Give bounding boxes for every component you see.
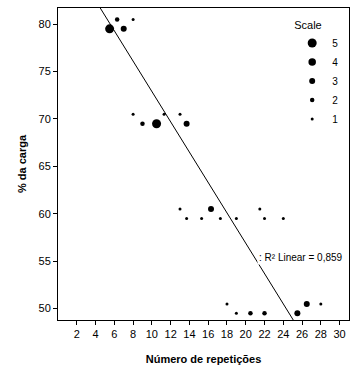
svg-text:18: 18 <box>221 328 233 340</box>
svg-text:: R² Linear = 0,859: : R² Linear = 0,859 <box>259 252 343 263</box>
svg-text:2: 2 <box>332 95 338 106</box>
svg-text:80: 80 <box>39 18 51 30</box>
svg-text:3: 3 <box>332 76 338 87</box>
svg-text:4: 4 <box>332 57 338 68</box>
svg-text:4: 4 <box>92 328 98 340</box>
svg-text:2: 2 <box>74 328 80 340</box>
svg-text:10: 10 <box>146 328 158 340</box>
svg-text:22: 22 <box>258 328 270 340</box>
svg-text:30: 30 <box>333 328 345 340</box>
svg-text:8: 8 <box>130 328 136 340</box>
svg-text:% da carga: % da carga <box>16 134 28 193</box>
svg-text:Scale: Scale <box>294 19 322 31</box>
svg-text:6: 6 <box>111 328 117 340</box>
svg-text:60: 60 <box>39 208 51 220</box>
svg-text:Número de repetições: Número de repetições <box>146 353 262 365</box>
svg-text:55: 55 <box>39 255 51 267</box>
svg-text:5: 5 <box>332 38 338 49</box>
svg-text:26: 26 <box>296 328 308 340</box>
svg-text:16: 16 <box>202 328 214 340</box>
svg-text:70: 70 <box>39 113 51 125</box>
svg-text:65: 65 <box>39 160 51 172</box>
svg-text:75: 75 <box>39 65 51 77</box>
svg-text:28: 28 <box>315 328 327 340</box>
svg-text:50: 50 <box>39 302 51 314</box>
svg-text:24: 24 <box>277 328 289 340</box>
svg-text:14: 14 <box>183 328 195 340</box>
svg-text:1: 1 <box>332 114 338 125</box>
svg-text:20: 20 <box>240 328 252 340</box>
svg-text:12: 12 <box>165 328 177 340</box>
